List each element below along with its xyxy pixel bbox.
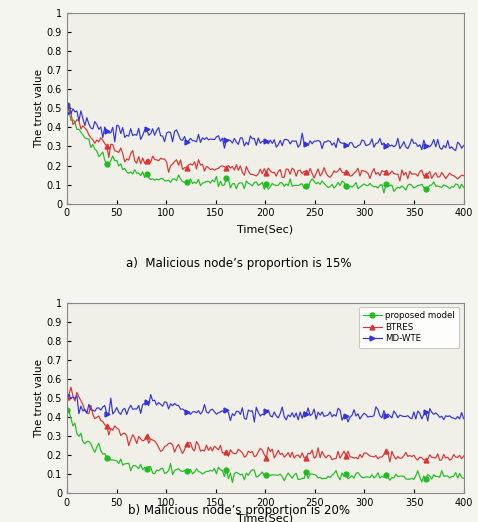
BTRES xyxy=(172,449,177,455)
proposed model xyxy=(80,438,86,445)
BTRES xyxy=(82,408,88,414)
Line: proposed model: proposed model xyxy=(65,102,466,195)
MD-WTE xyxy=(140,132,145,138)
BTRES xyxy=(90,411,96,418)
proposed model xyxy=(381,190,387,196)
BTRES xyxy=(64,394,70,400)
proposed model xyxy=(88,441,94,447)
MD-WTE xyxy=(172,128,177,135)
proposed model xyxy=(138,461,143,467)
proposed model xyxy=(138,172,143,179)
MD-WTE xyxy=(461,143,467,149)
X-axis label: Time(Sec): Time(Sec) xyxy=(237,514,293,522)
MD-WTE xyxy=(88,407,94,413)
Line: proposed model: proposed model xyxy=(65,408,466,485)
MD-WTE xyxy=(138,410,143,417)
Line: BTRES: BTRES xyxy=(65,103,466,183)
MD-WTE xyxy=(64,392,70,398)
BTRES xyxy=(80,123,86,129)
proposed model xyxy=(64,101,70,108)
MD-WTE xyxy=(429,141,435,147)
BTRES xyxy=(64,102,70,109)
MD-WTE xyxy=(66,100,72,106)
proposed model xyxy=(80,132,86,138)
Legend: proposed model, BTRES, MD-WTE: proposed model, BTRES, MD-WTE xyxy=(358,307,459,348)
MD-WTE xyxy=(443,145,448,151)
proposed model xyxy=(461,475,467,481)
proposed model xyxy=(429,476,435,482)
X-axis label: Time(Sec): Time(Sec) xyxy=(237,224,293,234)
BTRES xyxy=(431,454,436,460)
proposed model xyxy=(64,407,70,413)
MD-WTE xyxy=(461,416,467,422)
BTRES xyxy=(68,384,74,390)
proposed model xyxy=(443,473,448,479)
Line: MD-WTE: MD-WTE xyxy=(65,101,466,153)
Line: MD-WTE: MD-WTE xyxy=(65,392,466,424)
MD-WTE xyxy=(445,413,451,420)
Text: a)  Malicious node’s proportion is 15%: a) Malicious node’s proportion is 15% xyxy=(126,257,352,270)
MD-WTE xyxy=(80,408,86,414)
proposed model xyxy=(443,183,448,189)
MD-WTE xyxy=(453,147,458,153)
proposed model xyxy=(170,471,175,478)
Line: BTRES: BTRES xyxy=(65,385,466,465)
MD-WTE xyxy=(148,392,153,398)
BTRES xyxy=(445,454,451,460)
BTRES xyxy=(140,438,145,444)
proposed model xyxy=(461,184,467,191)
proposed model xyxy=(170,176,175,182)
Y-axis label: The trust value: The trust value xyxy=(34,69,44,148)
BTRES xyxy=(138,161,143,167)
Y-axis label: The trust value: The trust value xyxy=(34,359,44,437)
BTRES xyxy=(461,173,467,179)
Text: b) Malicious node’s proportion is 20%: b) Malicious node’s proportion is 20% xyxy=(128,504,350,517)
MD-WTE xyxy=(251,419,257,425)
MD-WTE xyxy=(90,126,96,132)
MD-WTE xyxy=(82,123,88,129)
BTRES xyxy=(88,135,94,141)
MD-WTE xyxy=(172,400,177,407)
BTRES xyxy=(443,175,448,182)
proposed model xyxy=(429,182,435,188)
MD-WTE xyxy=(431,411,436,418)
BTRES xyxy=(170,161,175,167)
BTRES xyxy=(429,175,435,182)
proposed model xyxy=(88,145,94,151)
BTRES xyxy=(397,178,403,184)
BTRES xyxy=(387,459,393,465)
BTRES xyxy=(461,453,467,459)
proposed model xyxy=(229,479,235,485)
MD-WTE xyxy=(64,110,70,116)
